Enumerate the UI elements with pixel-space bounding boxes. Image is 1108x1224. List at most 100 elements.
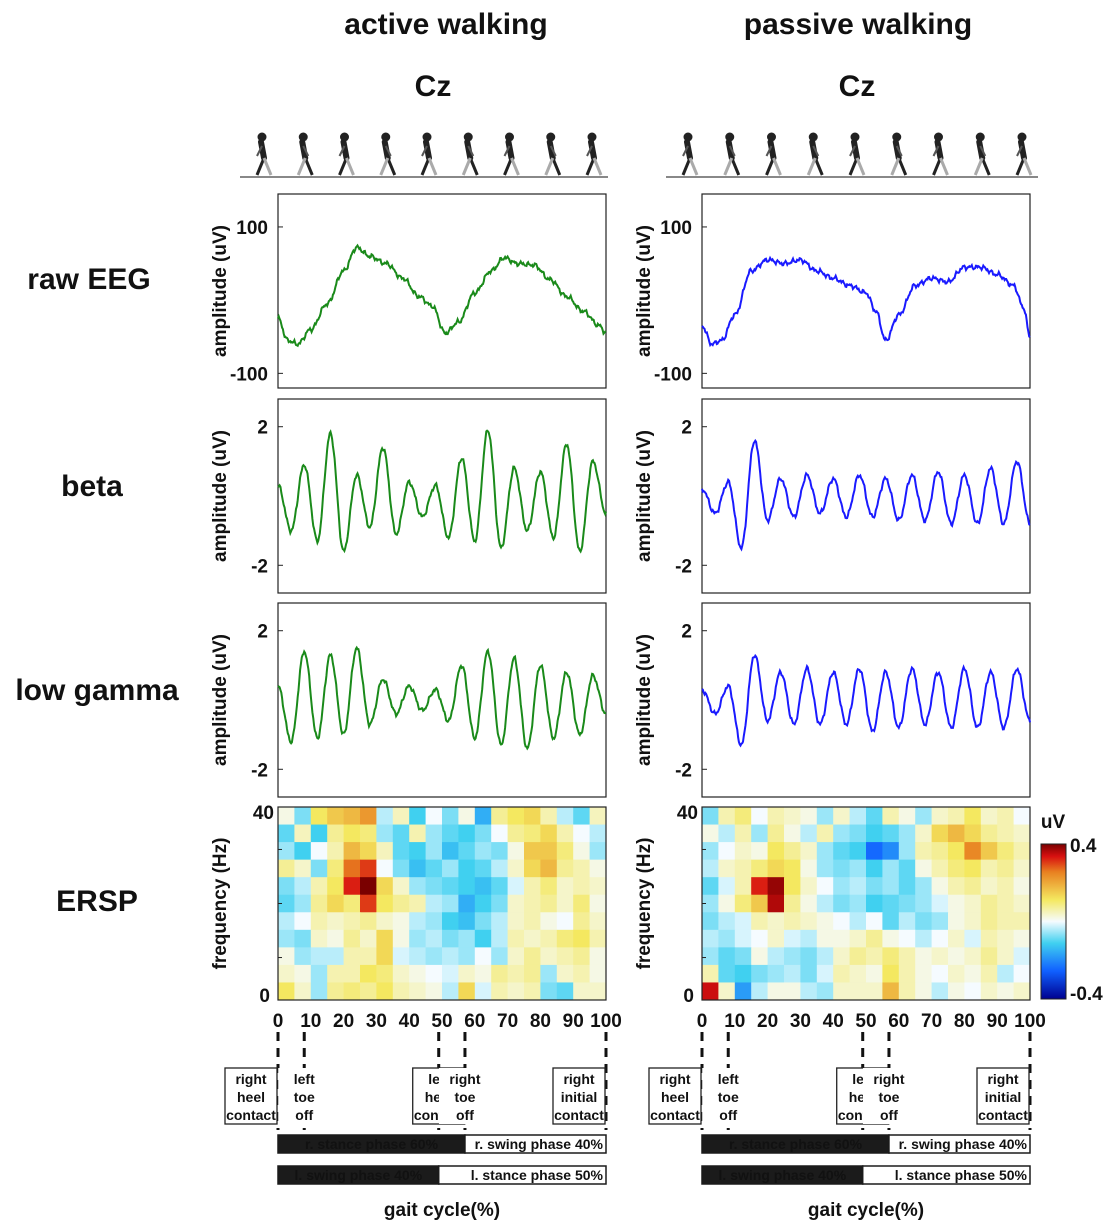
heatmap-cell bbox=[997, 877, 1015, 896]
heatmap-cell bbox=[882, 929, 900, 948]
walker-arm bbox=[302, 145, 310, 157]
heatmap-cell bbox=[376, 842, 394, 861]
heatmap-cell bbox=[573, 842, 591, 861]
heatmap-cell bbox=[392, 824, 410, 843]
heatmap-cell bbox=[833, 877, 851, 896]
heatmap-cell bbox=[997, 982, 1015, 1001]
heatmap-cell bbox=[898, 964, 916, 983]
heatmap-cell bbox=[816, 947, 834, 966]
heatmap-cell bbox=[734, 982, 752, 1001]
heatmap-cell bbox=[751, 842, 769, 861]
walker-figure bbox=[544, 132, 562, 176]
heatmap-cell bbox=[1013, 947, 1031, 966]
gait-event-text: initial bbox=[985, 1089, 1022, 1105]
heatmap-cell bbox=[898, 807, 916, 826]
walker-arm bbox=[765, 145, 773, 157]
walker-leg bbox=[1022, 157, 1033, 176]
heatmap-cell bbox=[442, 824, 459, 843]
heatmap-cell bbox=[1013, 912, 1031, 931]
walker-torso bbox=[546, 139, 556, 161]
heatmap-cell bbox=[409, 894, 427, 913]
heatmap-cell bbox=[1013, 859, 1031, 878]
heatmap-cell bbox=[376, 877, 394, 896]
heatmap-cell bbox=[474, 894, 492, 913]
y-tick-label: 40 bbox=[253, 803, 274, 824]
x-tick-label: 60 bbox=[464, 1011, 485, 1032]
walker-leg bbox=[890, 157, 901, 176]
heatmap-cell bbox=[964, 807, 982, 826]
walker-head bbox=[505, 132, 514, 142]
heatmap-cell bbox=[392, 912, 410, 931]
gait-event-box bbox=[702, 1068, 755, 1124]
heatmap-cell bbox=[327, 929, 345, 948]
heatmap-cell bbox=[718, 824, 736, 843]
walker-strip-active bbox=[240, 132, 608, 178]
heatmap-cell bbox=[734, 929, 752, 948]
heatmap-cell bbox=[702, 824, 719, 843]
plot-frame bbox=[277, 193, 607, 389]
heatmap-cell bbox=[589, 912, 607, 931]
walker-head bbox=[725, 132, 735, 142]
gait-event-text: contact bbox=[978, 1107, 1028, 1123]
heatmap-cell bbox=[458, 982, 476, 1001]
heatmap-cell bbox=[507, 824, 525, 843]
heatmap-cell bbox=[751, 964, 769, 983]
x-tick-label: 100 bbox=[1014, 1011, 1046, 1032]
heatmap-cell bbox=[376, 982, 394, 1001]
heatmap-cell bbox=[915, 807, 933, 826]
heatmap-cell bbox=[442, 877, 459, 896]
heatmap-cell bbox=[980, 947, 998, 966]
heatmap-cell bbox=[980, 877, 998, 896]
heatmap-cell bbox=[425, 859, 443, 878]
heatmap-cell bbox=[310, 982, 328, 1001]
heatmap-cell bbox=[442, 859, 459, 878]
heatmap-cell bbox=[507, 894, 525, 913]
heatmap-cell bbox=[556, 929, 574, 948]
heatmap-cell bbox=[376, 859, 394, 878]
heatmap-cell bbox=[491, 982, 509, 1001]
heatmap-cell bbox=[360, 807, 377, 826]
heatmap-cell bbox=[751, 982, 769, 1001]
walker-leg bbox=[551, 157, 562, 176]
row-label-ersp: ERSP bbox=[56, 885, 138, 918]
heatmap-cell bbox=[849, 842, 867, 861]
colorbar-min-label: -0.4 bbox=[1070, 984, 1103, 1005]
heatmap-cell bbox=[278, 964, 295, 983]
walker-torso bbox=[809, 139, 819, 161]
gait-event-text: toe bbox=[878, 1089, 899, 1105]
heatmap-cell bbox=[392, 877, 410, 896]
x-tick-label: 0 bbox=[273, 1011, 284, 1032]
heatmap-cell bbox=[702, 807, 719, 826]
walker-figure bbox=[296, 132, 314, 176]
heatmap-cell bbox=[392, 894, 410, 913]
heatmap-cell bbox=[540, 877, 558, 896]
heatmap-cell bbox=[784, 859, 801, 878]
walker-strip-passive bbox=[666, 132, 1038, 178]
heatmap-cell bbox=[898, 877, 916, 896]
gait-event-text: right bbox=[873, 1071, 904, 1087]
walker-torso bbox=[505, 139, 515, 161]
heatmap-cell bbox=[882, 894, 900, 913]
heatmap-cell bbox=[589, 894, 607, 913]
heatmap-cell bbox=[980, 859, 998, 878]
heatmap-cell bbox=[343, 912, 361, 931]
gait-event-box bbox=[648, 1067, 702, 1125]
heatmap-cell bbox=[948, 982, 965, 1001]
heatmap-cell bbox=[589, 982, 607, 1001]
walker-leg bbox=[338, 157, 348, 176]
heatmap-cell bbox=[898, 859, 916, 878]
heatmap-cell bbox=[948, 947, 965, 966]
heatmap-cell bbox=[458, 842, 476, 861]
series-line bbox=[701, 255, 1031, 348]
walker-torso bbox=[767, 139, 777, 161]
heatmap-cell bbox=[997, 824, 1015, 843]
gait-event-text: toe bbox=[294, 1089, 315, 1105]
heatmap-cell bbox=[997, 894, 1015, 913]
walker-leg bbox=[855, 157, 866, 176]
walker-torso bbox=[299, 139, 309, 161]
heatmap-cell bbox=[491, 947, 509, 966]
y-tick-label: 40 bbox=[677, 803, 698, 824]
walker-head bbox=[850, 132, 860, 142]
heatmap-cell bbox=[524, 912, 541, 931]
channel-passive: Cz bbox=[839, 70, 876, 103]
